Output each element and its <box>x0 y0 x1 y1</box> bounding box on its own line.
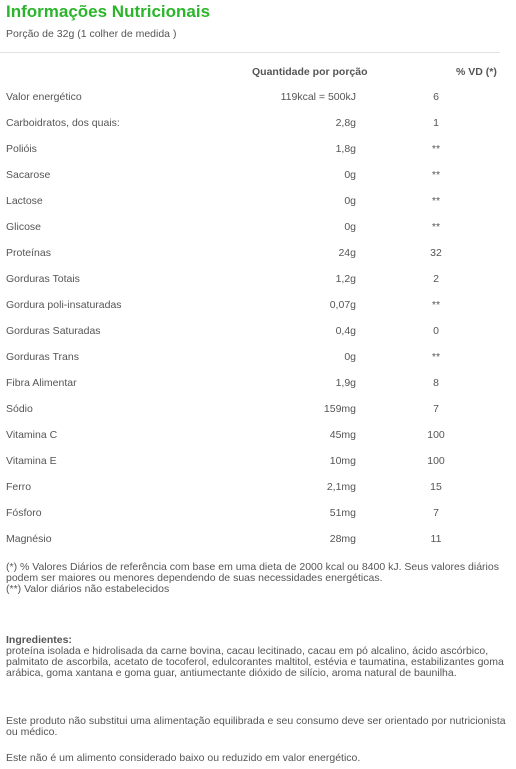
divider <box>0 52 500 53</box>
nutrient-quantity: 119kcal = 500kJ <box>280 91 356 103</box>
nutrient-quantity: 0g <box>344 169 356 181</box>
nutrient-name: Glicose <box>6 221 42 233</box>
nutrient-vd: 7 <box>433 507 439 519</box>
nutrient-vd: ** <box>431 351 441 363</box>
nutrient-vd: ** <box>431 169 441 181</box>
column-header-vd: % VD (*) <box>456 66 497 78</box>
nutrient-quantity: 1,2g <box>335 273 356 285</box>
ingredients-title: Ingredientes: <box>6 634 72 646</box>
table-row: Proteínas 24g 32 <box>0 240 516 266</box>
table-row: Glicose 0g ** <box>0 214 516 240</box>
nutrient-quantity: 1,9g <box>335 377 356 389</box>
table-row: Gordura poli-insaturadas 0,07g ** <box>0 292 516 318</box>
nutrient-name: Gorduras Saturadas <box>6 325 101 337</box>
table-row: Valor energético 119kcal = 500kJ 6 <box>0 84 516 110</box>
nutrient-vd: 8 <box>433 377 439 389</box>
nutrient-quantity: 0g <box>344 351 356 363</box>
nutrient-vd: ** <box>431 143 441 155</box>
nutrient-name: Polióis <box>6 143 37 155</box>
nutrient-name: Fósforo <box>6 507 42 519</box>
nutrient-vd: ** <box>431 221 441 233</box>
nutrient-name: Gorduras Totais <box>6 273 80 285</box>
nutrient-vd: 32 <box>430 247 442 259</box>
disclaimer-2: Este não é um alimento considerado baixo… <box>6 752 361 764</box>
nutrient-quantity: 159mg <box>323 403 356 415</box>
page-title: Informações Nutricionais <box>6 2 211 21</box>
nutrient-quantity: 24g <box>338 247 356 259</box>
nutrient-name: Lactose <box>6 195 43 207</box>
nutrient-vd: ** <box>431 195 441 207</box>
table-row: Vitamina C 45mg 100 <box>0 422 516 448</box>
nutrient-name: Ferro <box>6 481 32 493</box>
nutrient-vd: 100 <box>427 429 445 441</box>
nutrient-quantity: 2,8g <box>335 117 356 129</box>
table-row: Sacarose 0g ** <box>0 162 516 188</box>
nutrient-quantity: 0,07g <box>329 299 356 311</box>
table-row: Fibra Alimentar 1,9g 8 <box>0 370 516 396</box>
nutrient-name: Sódio <box>6 403 33 415</box>
ingredients-section: Ingredientes: proteína isolada e hidroli… <box>6 635 506 679</box>
table-row: Fósforo 51mg 7 <box>0 500 516 526</box>
nutrient-quantity: 45mg <box>329 429 356 441</box>
nutrient-vd: 2 <box>433 273 439 285</box>
nutrient-name: Valor energético <box>6 91 82 103</box>
nutrient-name: Fibra Alimentar <box>6 377 77 389</box>
nutrient-vd: 0 <box>433 325 439 337</box>
ingredients-text: proteína isolada e hidrolisada da carne … <box>6 645 504 679</box>
nutrient-vd: 7 <box>433 403 439 415</box>
portion-size: Porção de 32g (1 colher de medida ) <box>6 28 177 40</box>
nutrient-name: Carboidratos, dos quais: <box>6 117 120 129</box>
nutrient-vd: ** <box>431 299 441 311</box>
nutrient-quantity: 2,1mg <box>326 481 356 493</box>
nutrient-name: Gordura poli-insaturadas <box>6 299 122 311</box>
nutrient-name: Proteínas <box>6 247 51 259</box>
table-row: Magnésio 28mg 11 <box>0 526 516 552</box>
nutrient-quantity: 0g <box>344 221 356 233</box>
vd-footnote: (*) % Valores Diários de referência com … <box>6 561 499 584</box>
table-row: Carboidratos, dos quais: 2,8g 1 <box>0 110 516 136</box>
not-established-footnote: (**) Valor diários não estabelecidos <box>6 583 170 595</box>
nutrient-name: Sacarose <box>6 169 51 181</box>
disclaimer-1: Este produto não substitui uma alimentaç… <box>6 715 506 738</box>
table-row: Sódio 159mg 7 <box>0 396 516 422</box>
table-row: Vitamina E 10mg 100 <box>0 448 516 474</box>
nutrient-name: Vitamina E <box>6 455 57 467</box>
table-row: Polióis 1,8g ** <box>0 136 516 162</box>
nutrient-quantity: 1,8g <box>335 143 356 155</box>
nutrient-vd: 15 <box>430 481 442 493</box>
nutrient-quantity: 10mg <box>329 455 356 467</box>
nutrient-quantity: 0,4g <box>335 325 356 337</box>
table-row: Gorduras Totais 1,2g 2 <box>0 266 516 292</box>
nutrient-vd: 100 <box>427 455 445 467</box>
nutrient-quantity: 51mg <box>329 507 356 519</box>
footnotes: (*) % Valores Diários de referência com … <box>6 562 506 595</box>
nutrient-name: Vitamina C <box>6 429 58 441</box>
column-header-quantity: Quantidade por porção <box>252 66 368 78</box>
nutrient-quantity: 28mg <box>329 533 356 545</box>
nutrient-name: Magnésio <box>6 533 52 545</box>
nutrient-vd: 1 <box>433 117 439 129</box>
table-row: Gorduras Trans 0g ** <box>0 344 516 370</box>
nutrition-table: Valor energético 119kcal = 500kJ 6 Carboidr… <box>0 84 516 552</box>
nutrient-name: Gorduras Trans <box>6 351 79 363</box>
table-row: Gorduras Saturadas 0,4g 0 <box>0 318 516 344</box>
table-row: Ferro 2,1mg 15 <box>0 474 516 500</box>
nutrient-vd: 6 <box>433 91 439 103</box>
nutrient-quantity: 0g <box>344 195 356 207</box>
table-row: Lactose 0g ** <box>0 188 516 214</box>
nutrient-vd: 11 <box>430 533 442 545</box>
